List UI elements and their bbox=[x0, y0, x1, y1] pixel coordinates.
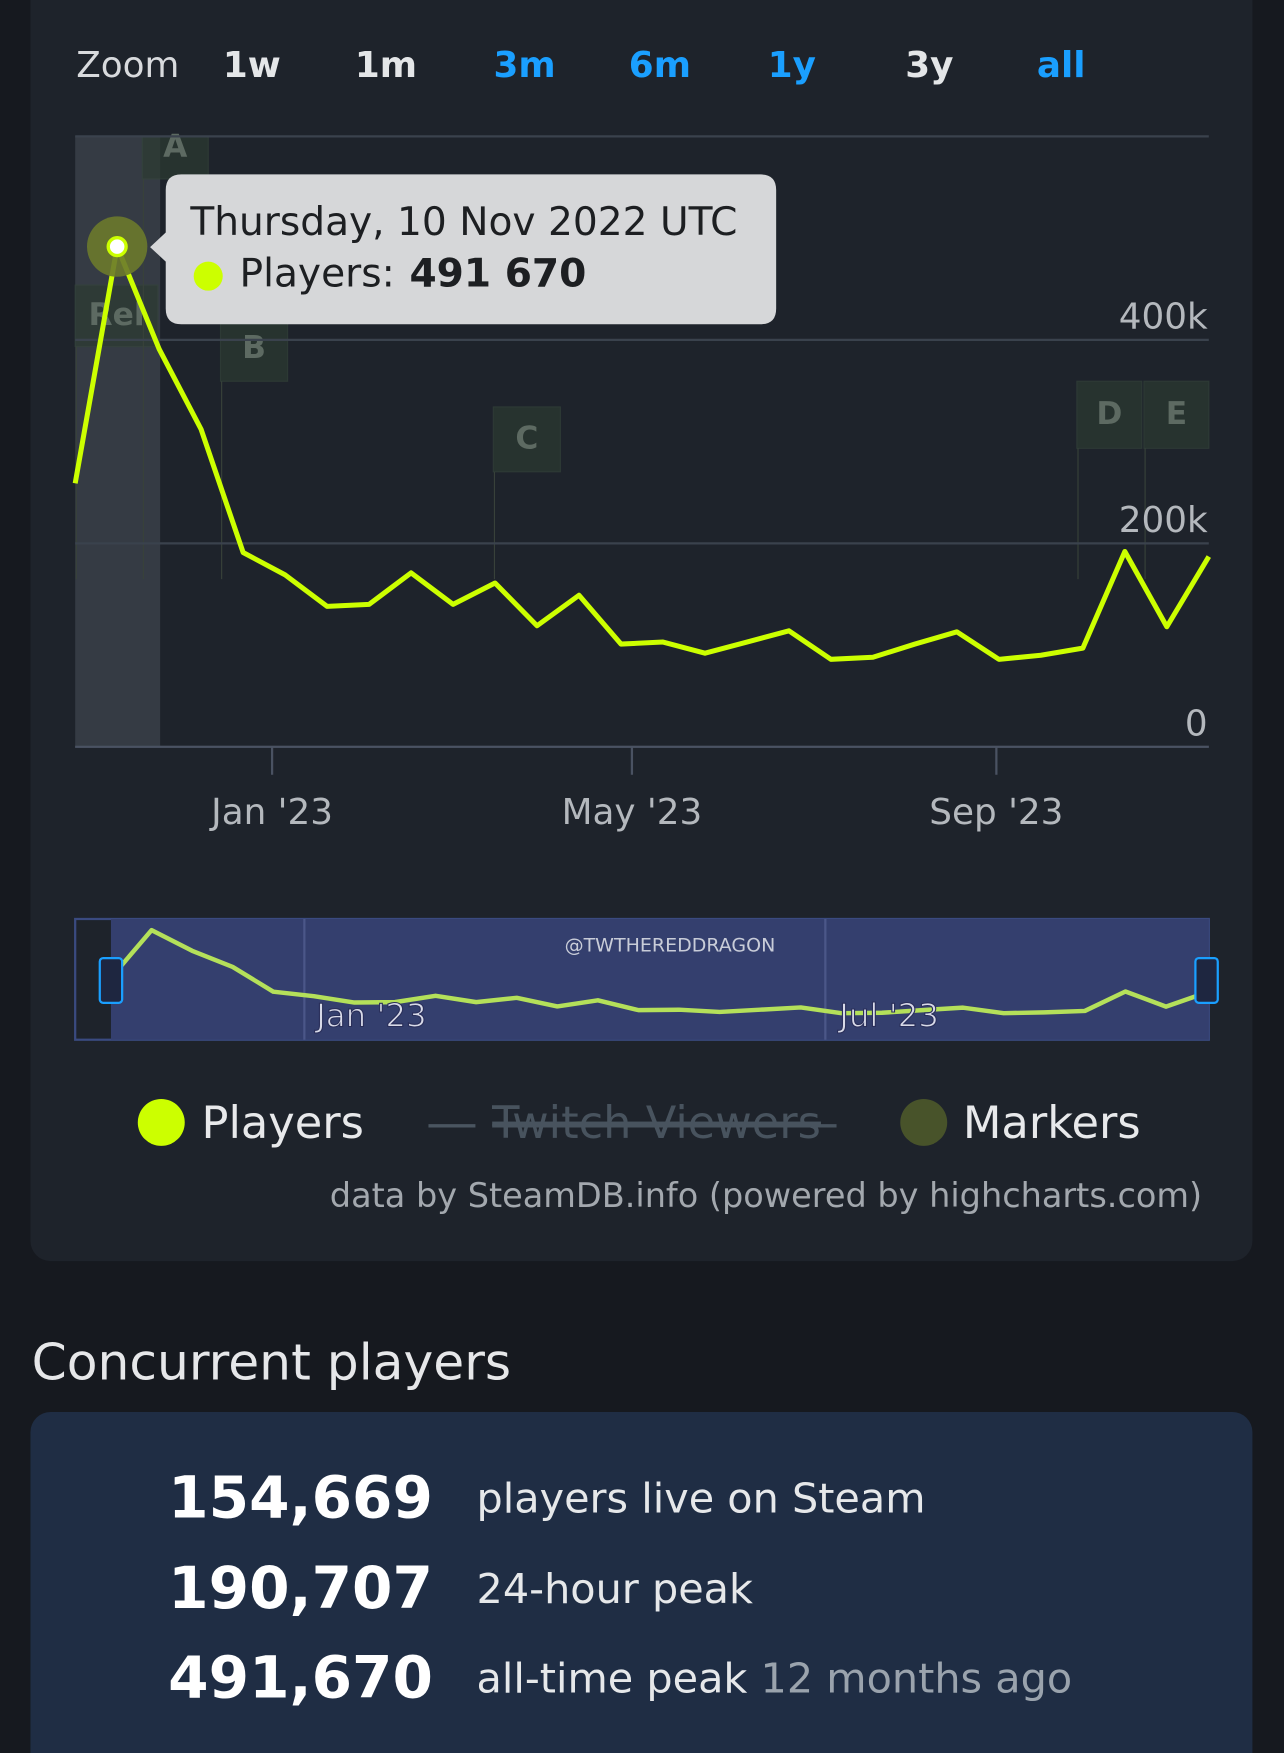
marker-flag bbox=[492, 406, 561, 473]
marker-label: E bbox=[1166, 396, 1187, 432]
zoom-label: Zoom bbox=[76, 45, 179, 86]
tooltip-box bbox=[150, 174, 777, 325]
zoom-button[interactable]: 3m bbox=[494, 45, 556, 86]
y-tick-label: 200k bbox=[1119, 500, 1208, 541]
zoom-button[interactable]: 1m bbox=[355, 45, 417, 86]
marker-label: D bbox=[1096, 396, 1122, 432]
stat-value: 491,670 bbox=[168, 1644, 433, 1712]
stat-label: players live on Steam bbox=[477, 1474, 926, 1522]
x-tick-label: Sep '23 bbox=[929, 792, 1063, 833]
x-tick-label: Jan '23 bbox=[209, 792, 333, 833]
stats-card bbox=[30, 1412, 1253, 1753]
zoom-button[interactable]: 3y bbox=[905, 45, 953, 86]
legend-item[interactable]: Players bbox=[202, 1096, 364, 1149]
zoom-button[interactable]: 6m bbox=[629, 45, 691, 86]
series-line bbox=[72, 244, 1211, 662]
navigator-selection bbox=[110, 918, 1209, 1040]
credits: data by SteamDB.info (powered by highcha… bbox=[330, 1176, 1202, 1215]
section-title: Concurrent players bbox=[32, 1333, 512, 1392]
navigator-line bbox=[109, 927, 1208, 1016]
stat-label: 24-hour peak bbox=[477, 1565, 753, 1613]
navigator-watermark: @TWTHEREDDRAGON bbox=[565, 934, 776, 956]
stat-note: 12 months ago bbox=[761, 1654, 1073, 1702]
stat-label: all-time peak 12 months ago bbox=[477, 1654, 1073, 1702]
stat-value: 154,669 bbox=[168, 1464, 433, 1532]
tooltip-label: Players: bbox=[240, 252, 395, 297]
legend-item[interactable]: Twitch Viewers bbox=[491, 1096, 821, 1149]
zoom-button[interactable]: 1y bbox=[768, 45, 816, 86]
marker-flag bbox=[1143, 380, 1210, 449]
stat-label-text: 24-hour peak bbox=[477, 1565, 753, 1613]
navigator-label: Jul '23 bbox=[837, 996, 939, 1034]
x-tick-label: May '23 bbox=[562, 792, 703, 833]
marker-flag bbox=[1076, 380, 1143, 449]
hover-point bbox=[106, 235, 128, 258]
marker-label: Rel bbox=[89, 297, 145, 333]
stat-value: 190,707 bbox=[168, 1554, 433, 1622]
navigator-label: Jan '23 bbox=[314, 996, 426, 1034]
y-tick-label: 400k bbox=[1119, 297, 1208, 338]
zoom-button[interactable]: all bbox=[1037, 45, 1086, 86]
navigator-handle[interactable] bbox=[98, 956, 124, 1004]
tooltip-dot bbox=[193, 261, 223, 291]
marker-label: B bbox=[242, 330, 266, 366]
stat-label-text: all-time peak bbox=[477, 1654, 748, 1702]
marker-label: A bbox=[163, 129, 188, 165]
legend-item[interactable]: Markers bbox=[963, 1096, 1141, 1149]
tooltip-title: Thursday, 10 Nov 2022 UTC bbox=[189, 200, 737, 245]
y-tick-label: 0 bbox=[1185, 704, 1208, 745]
zoom-button[interactable]: 1w bbox=[223, 45, 281, 86]
stat-label-text: players live on Steam bbox=[477, 1474, 926, 1522]
marker-label: C bbox=[515, 420, 538, 456]
legend-symbol bbox=[137, 1098, 185, 1146]
tooltip-value: 491 670 bbox=[409, 252, 586, 297]
legend-symbol bbox=[900, 1098, 948, 1146]
navigator-handle[interactable] bbox=[1194, 956, 1219, 1004]
